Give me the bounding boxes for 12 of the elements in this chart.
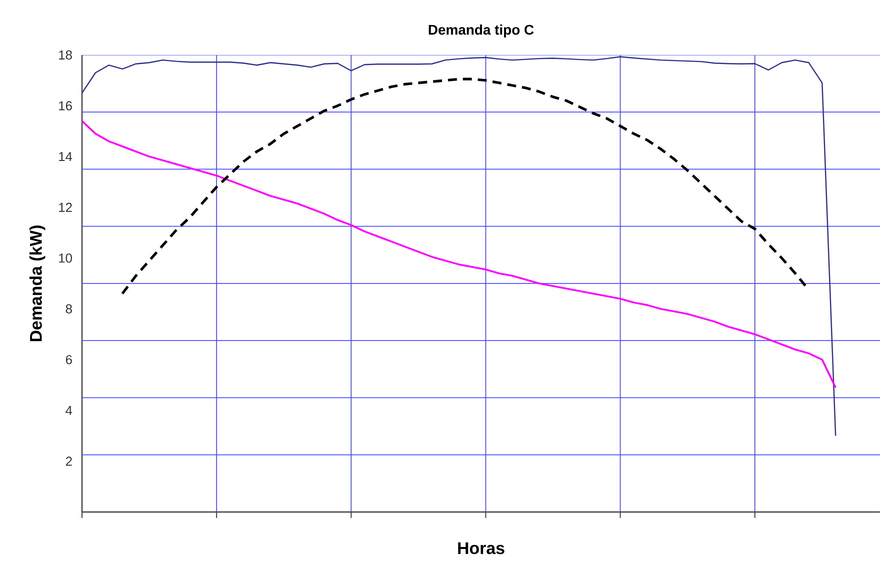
chart-title: Demanda tipo C	[428, 24, 534, 38]
y-axis-title: Demanda (kW)	[29, 226, 46, 342]
y-tick-label: 4	[66, 406, 72, 415]
y-tick-label: 10	[59, 254, 72, 263]
y-tick-label: 16	[59, 101, 72, 110]
y-tick-label: 2	[66, 456, 72, 466]
x-axis-title: Horas	[458, 542, 504, 554]
y-tick-label: 18	[59, 50, 72, 60]
y-tick-label: 14	[59, 152, 72, 161]
y-tick-label: 6	[66, 355, 72, 364]
y-tick-label: 12	[59, 202, 72, 212]
y-tick-label: 8	[66, 304, 72, 314]
